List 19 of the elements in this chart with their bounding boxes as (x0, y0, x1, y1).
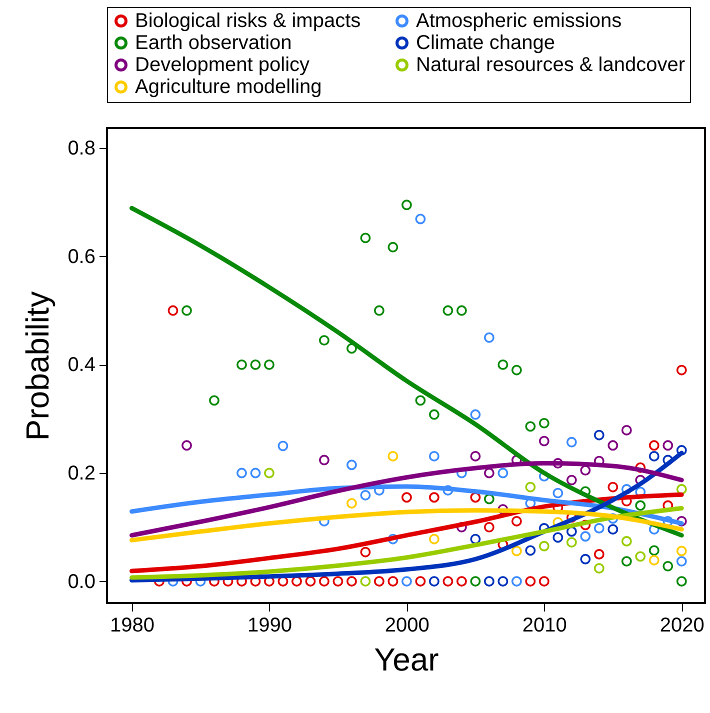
y-tick-label: 0.0 (68, 570, 96, 593)
legend-label: Biological risks & impacts (135, 10, 361, 32)
legend-label: Natural resources & landcover (416, 54, 686, 76)
x-axis-title: Year (374, 642, 440, 678)
legend-label: Earth observation (135, 32, 292, 54)
x-tick-label: 2020 (660, 614, 704, 636)
x-tick-label: 2010 (522, 614, 567, 636)
legend-label: Development policy (135, 54, 310, 76)
legend-label: Atmospheric emissions (416, 10, 622, 32)
y-tick-label: 0.8 (68, 138, 96, 160)
x-tick-label: 2000 (384, 614, 430, 636)
x-tick-label: 1980 (110, 614, 154, 636)
x-tick-label: 1990 (247, 614, 292, 636)
y-tick-label: 0.4 (68, 354, 96, 376)
legend-label: Agriculture modelling (135, 76, 322, 98)
legend-label: Climate change (416, 32, 555, 54)
y-axis-title: Probability (20, 291, 56, 441)
y-tick-label: 0.6 (68, 246, 96, 268)
y-tick-label: 0.2 (68, 462, 96, 485)
